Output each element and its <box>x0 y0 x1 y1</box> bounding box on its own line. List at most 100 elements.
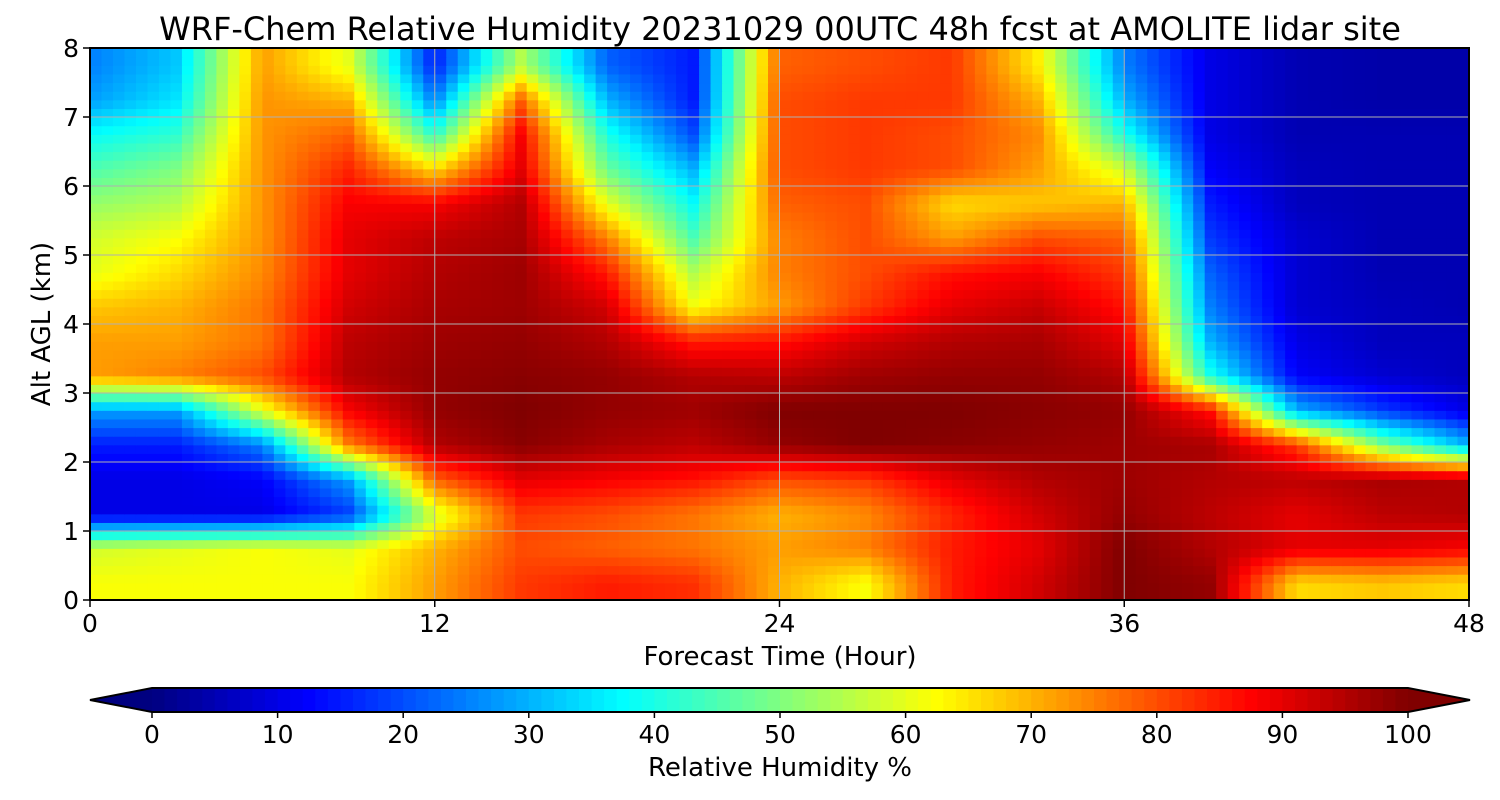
heatmap-cell <box>503 246 516 256</box>
heatmap-cell <box>687 349 700 360</box>
heatmap-cell <box>561 246 574 256</box>
heatmap-cell <box>882 496 896 506</box>
heatmap-cell <box>1101 332 1114 342</box>
heatmap-cell <box>630 367 643 377</box>
heatmap-cell <box>722 375 735 385</box>
heatmap-cell <box>101 332 114 342</box>
heatmap-cell <box>940 418 953 429</box>
heatmap-cell <box>825 263 838 273</box>
heatmap-cell <box>112 272 126 282</box>
heatmap-cell <box>1020 505 1033 515</box>
heatmap-cell <box>1273 505 1286 515</box>
heatmap-cell <box>1193 470 1206 480</box>
heatmap-cell <box>1009 393 1022 403</box>
heatmap-cell <box>204 470 218 480</box>
heatmap-cell <box>1055 401 1068 411</box>
heatmap-cell <box>848 384 861 394</box>
heatmap-cell <box>147 263 160 273</box>
heatmap-cell <box>1101 436 1114 446</box>
heatmap-cell <box>1250 513 1263 523</box>
heatmap-cell <box>848 582 861 592</box>
heatmap-cell <box>319 427 332 437</box>
heatmap-cell <box>101 531 114 541</box>
heatmap-cell <box>457 582 470 592</box>
heatmap-cell <box>1285 324 1298 334</box>
heatmap-cell <box>147 487 160 498</box>
heatmap-cell <box>986 375 999 385</box>
heatmap-cell <box>986 574 999 584</box>
heatmap-cell <box>285 289 298 299</box>
heatmap-cell <box>549 367 562 377</box>
heatmap-cell <box>135 574 149 584</box>
heatmap-cell <box>630 436 643 446</box>
heatmap-cell <box>1354 470 1367 480</box>
heatmap-cell <box>905 556 918 567</box>
heatmap-cell <box>595 306 608 316</box>
heatmap-cell <box>549 591 562 600</box>
heatmap-cell <box>1055 574 1068 584</box>
heatmap-cell <box>388 565 401 575</box>
heatmap-cell <box>1434 444 1447 454</box>
heatmap-cell <box>90 384 103 394</box>
heatmap-cell <box>411 263 424 273</box>
heatmap-cell <box>676 531 689 541</box>
heatmap-cell <box>446 410 459 420</box>
heatmap-cell <box>538 574 551 584</box>
heatmap-cell <box>1032 272 1045 282</box>
heatmap-cell <box>1135 367 1148 377</box>
heatmap-cell <box>1262 289 1275 299</box>
heatmap-cell <box>1055 384 1068 394</box>
heatmap-cell <box>262 565 275 575</box>
heatmap-cell <box>859 496 873 506</box>
heatmap-cell <box>411 418 424 429</box>
heatmap-cell <box>653 358 666 368</box>
heatmap-cell <box>928 513 941 523</box>
heatmap-cell <box>1043 453 1056 463</box>
heatmap-cell <box>423 263 436 273</box>
heatmap-cell <box>1457 462 1469 472</box>
heatmap-cell <box>974 298 987 308</box>
heatmap-cell <box>768 496 781 506</box>
heatmap-cell <box>1193 487 1206 498</box>
heatmap-cell <box>285 565 298 575</box>
heatmap-cell <box>503 565 516 575</box>
heatmap-cell <box>1193 531 1206 541</box>
heatmap-cell <box>813 410 827 420</box>
heatmap-cell <box>354 272 367 282</box>
heatmap-cell <box>216 548 229 558</box>
heatmap-cell <box>101 367 114 377</box>
heatmap-cell <box>836 306 850 316</box>
heatmap-cell <box>538 375 551 385</box>
heatmap-cell <box>319 582 332 592</box>
heatmap-cell <box>1388 565 1401 575</box>
heatmap-cell <box>951 341 964 351</box>
heatmap-cell <box>997 444 1010 454</box>
heatmap-cell <box>917 393 930 403</box>
heatmap-cell <box>940 505 953 515</box>
heatmap-cell <box>1181 565 1194 575</box>
heatmap-cell <box>676 384 689 394</box>
heatmap-cell <box>607 444 620 454</box>
heatmap-cell <box>676 358 689 368</box>
heatmap-cell <box>469 384 482 394</box>
heatmap-cell <box>951 574 964 584</box>
heatmap-cell <box>928 496 941 506</box>
heatmap-cell <box>538 237 551 247</box>
heatmap-cell <box>756 479 769 489</box>
heatmap-cell <box>756 298 769 308</box>
heatmap-cell <box>181 341 195 351</box>
heatmap-cell <box>1135 436 1148 446</box>
heatmap-cell <box>1066 591 1079 600</box>
heatmap-cell <box>308 444 321 454</box>
heatmap-cell <box>572 306 585 316</box>
heatmap-cell <box>1009 505 1022 515</box>
heatmap-cell <box>319 496 332 506</box>
heatmap-cell <box>285 332 298 342</box>
heatmap-cell <box>538 582 551 592</box>
heatmap-cell <box>951 298 964 308</box>
heatmap-cell <box>974 487 987 498</box>
heatmap-cell <box>319 341 332 351</box>
heatmap-cell <box>193 427 206 437</box>
heatmap-cell <box>1032 462 1045 472</box>
heatmap-cell <box>825 349 838 360</box>
